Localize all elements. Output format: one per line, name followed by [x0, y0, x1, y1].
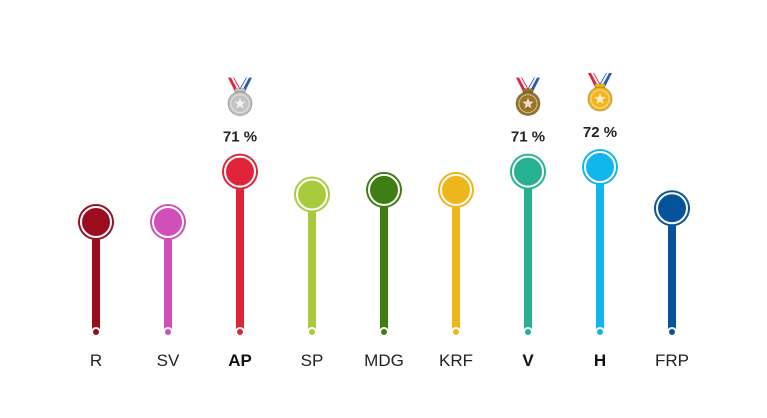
category-label-v: V — [522, 351, 534, 370]
point-mdg — [368, 173, 400, 206]
gold-medal-icon-7 — [587, 73, 613, 112]
category-label-frp: FRP — [655, 351, 689, 370]
point-krf — [440, 173, 472, 206]
point-r — [80, 206, 112, 238]
category-label-h: H — [594, 351, 606, 370]
category-label-sv: SV — [157, 351, 180, 370]
silver-medal-icon-2 — [227, 77, 253, 117]
point-sp — [296, 178, 328, 211]
base-dot-ap — [235, 327, 245, 337]
category-label-ap: AP — [228, 351, 252, 370]
base-dot-sp — [307, 327, 317, 337]
base-dot-h — [595, 327, 605, 337]
value-label-v: 71 % — [511, 129, 545, 146]
point-v — [512, 155, 544, 188]
category-label-mdg: MDG — [364, 351, 404, 370]
bronze-medal-icon-6 — [515, 77, 541, 117]
base-dot-frp — [667, 327, 677, 337]
category-label-sp: SP — [301, 351, 324, 370]
base-dot-krf — [451, 327, 461, 337]
base-dot-v — [523, 327, 533, 337]
point-h — [584, 151, 616, 183]
point-frp — [656, 192, 688, 225]
value-label-ap: 71 % — [223, 129, 257, 146]
category-label-krf: KRF — [439, 351, 473, 370]
value-label-h: 72 % — [583, 124, 617, 141]
point-sv — [152, 206, 184, 238]
base-dot-r — [91, 327, 101, 337]
point-ap — [224, 155, 256, 188]
category-label-r: R — [90, 351, 102, 370]
base-dot-sv — [163, 327, 173, 337]
base-dot-mdg — [379, 327, 389, 337]
